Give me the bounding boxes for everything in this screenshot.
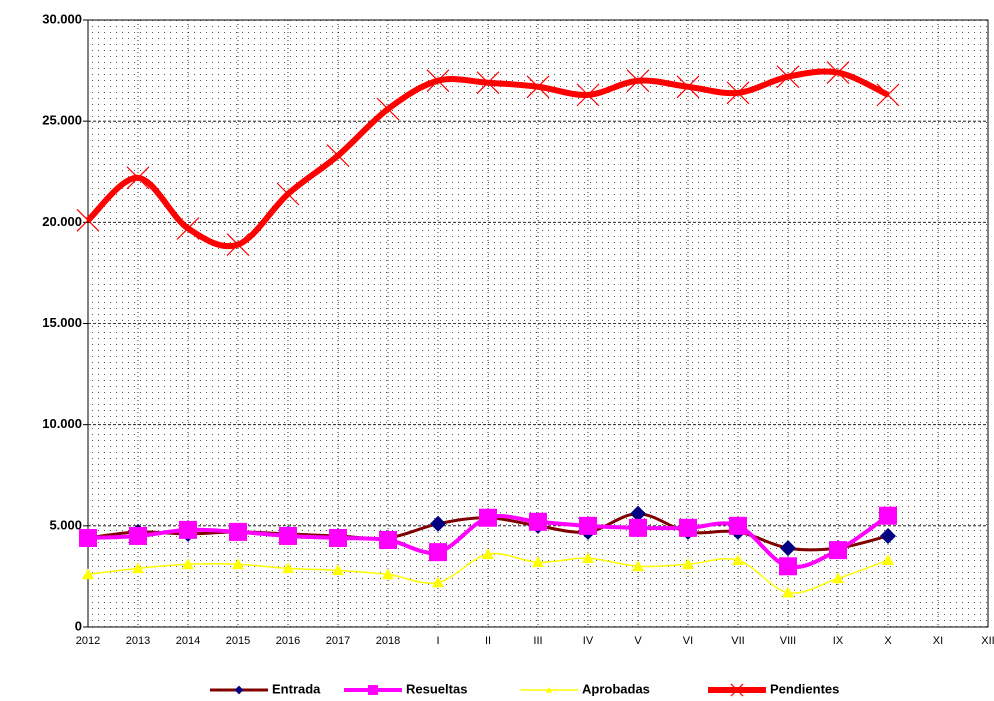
marker — [179, 520, 197, 539]
marker — [332, 564, 344, 576]
marker — [630, 505, 646, 522]
marker — [182, 558, 194, 570]
marker — [276, 182, 300, 206]
marker — [229, 522, 247, 541]
x-tick-label: VI — [683, 635, 693, 647]
marker — [782, 586, 794, 598]
x-tick-label: XI — [933, 635, 943, 647]
x-tick-label: 2017 — [326, 635, 350, 647]
marker — [576, 83, 600, 107]
marker — [832, 572, 844, 584]
y-tick-label: 15.000 — [42, 315, 82, 330]
y-tick-label: 5.000 — [49, 517, 82, 532]
marker — [729, 516, 747, 535]
marker — [526, 75, 550, 99]
marker — [779, 557, 797, 576]
x-tick-label: III — [533, 635, 542, 647]
marker — [730, 683, 744, 697]
marker — [76, 208, 100, 232]
marker — [476, 71, 500, 95]
marker — [532, 556, 544, 568]
y-tick-label: 0 — [75, 618, 82, 633]
marker — [826, 61, 850, 85]
marker — [234, 685, 244, 695]
marker — [376, 97, 400, 121]
x-tick-label: IX — [833, 635, 844, 647]
marker — [529, 512, 547, 531]
marker — [176, 216, 200, 240]
x-tick-label: XII — [981, 635, 994, 647]
marker — [879, 506, 897, 525]
marker — [82, 568, 94, 580]
x-tick-label: II — [485, 635, 491, 647]
marker — [432, 576, 444, 588]
marker — [629, 518, 647, 537]
marker — [780, 540, 796, 557]
marker — [368, 685, 378, 695]
marker — [632, 560, 644, 572]
y-tick-label: 20.000 — [42, 214, 82, 229]
marker — [679, 518, 697, 537]
marker — [232, 558, 244, 570]
marker — [776, 65, 800, 89]
marker — [626, 69, 650, 93]
marker — [79, 528, 97, 547]
x-tick-label: 2012 — [76, 635, 100, 647]
x-tick-label: VIII — [780, 635, 797, 647]
marker — [132, 562, 144, 574]
marker — [379, 530, 397, 549]
y-tick-label: 25.000 — [42, 113, 82, 128]
marker — [479, 508, 497, 527]
y-tick-label: 10.000 — [42, 416, 82, 431]
marker — [430, 515, 446, 532]
marker — [279, 526, 297, 545]
x-tick-label: X — [884, 635, 892, 647]
marker — [682, 558, 694, 570]
legend-label: Pendientes — [770, 681, 839, 696]
x-tick-label: 2018 — [376, 635, 400, 647]
marker — [482, 548, 494, 559]
marker — [829, 541, 847, 560]
marker — [129, 526, 147, 545]
marker — [579, 516, 597, 535]
x-tick-label: 2013 — [126, 635, 150, 647]
marker — [126, 166, 150, 190]
legend-label: Aprobadas — [582, 681, 650, 696]
marker — [880, 527, 896, 544]
marker — [732, 554, 744, 566]
marker — [882, 554, 894, 566]
y-tick-label: 30.000 — [42, 11, 82, 26]
x-tick-label: VII — [731, 635, 744, 647]
x-tick-label: 2015 — [226, 635, 250, 647]
marker — [726, 81, 750, 105]
x-tick-label: IV — [583, 635, 594, 647]
marker — [329, 528, 347, 547]
marker — [382, 568, 394, 580]
legend-label: Resueltas — [406, 681, 467, 696]
marker — [426, 69, 450, 93]
x-tick-label: 2014 — [176, 635, 200, 647]
marker — [676, 75, 700, 99]
legend-label: Entrada — [272, 681, 321, 696]
marker — [429, 543, 447, 562]
marker — [226, 233, 250, 257]
marker — [545, 686, 553, 693]
marker — [282, 562, 294, 574]
series-line — [85, 68, 890, 250]
marker — [876, 83, 900, 107]
x-tick-label: I — [436, 635, 439, 647]
marker — [582, 552, 594, 564]
x-tick-label: V — [634, 635, 642, 647]
x-tick-label: 2016 — [276, 635, 300, 647]
marker — [326, 144, 350, 167]
